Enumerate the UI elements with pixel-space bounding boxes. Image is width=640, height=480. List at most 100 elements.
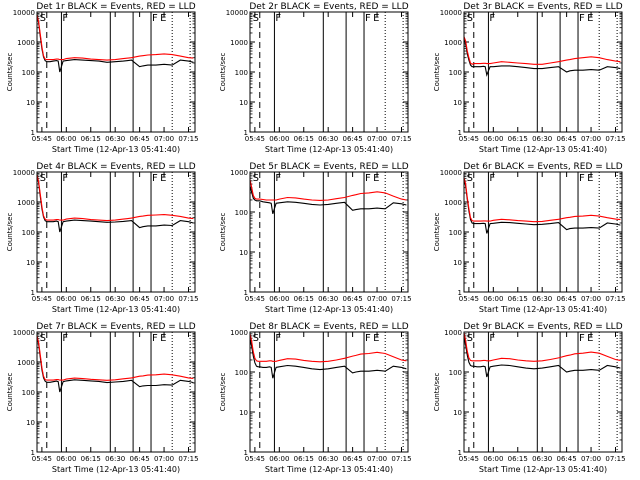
x-tick-label: 07:15 [178, 295, 198, 303]
x-tick-label: 06:45 [130, 295, 150, 303]
plot-frame [249, 171, 409, 293]
plot-frame [463, 11, 623, 133]
x-tick-label: 06:30 [105, 135, 125, 143]
marker-flag-label: E [160, 333, 166, 344]
marker-flag-label: E [160, 173, 166, 184]
marker-flag-label: E [373, 13, 379, 24]
x-axis-label: Start Time (12-Apr-13 05:41:40) [265, 465, 393, 474]
events-series-line [36, 174, 194, 233]
plot-frame [36, 171, 196, 293]
x-tick-label: 06:45 [343, 295, 363, 303]
y-tick-label: 10000 [440, 9, 462, 17]
x-tick-label: 05:45 [32, 135, 52, 143]
y-tick-label: 100 [235, 369, 248, 377]
x-tick-label: 06:30 [105, 295, 125, 303]
y-tick-label: 10 [26, 259, 35, 267]
x-tick-label: 06:45 [343, 455, 363, 463]
x-tick-label: 07:15 [178, 135, 198, 143]
y-tick-label: 100 [22, 229, 35, 237]
detector-panel: Det 7r BLACK = Events, RED = LLD Counts/s… [6, 322, 199, 474]
x-tick-label: 05:45 [32, 295, 52, 303]
panel-title: Det 8r BLACK = Events, RED = LLD [249, 322, 408, 332]
x-tick-label: 07:15 [178, 455, 198, 463]
y-tick-label: 1000 [444, 39, 462, 47]
y-axis-label: Counts/sec [433, 53, 441, 92]
events-series-line [249, 185, 407, 214]
marker-flag-label: S [40, 333, 46, 344]
x-tick-label: 06:15 [81, 455, 101, 463]
events-series-line [36, 336, 194, 393]
x-tick-label: 06:45 [557, 135, 577, 143]
marker-flag-label: S [253, 333, 259, 344]
y-tick-label: 10 [453, 99, 462, 107]
x-tick-label: 07:15 [391, 455, 411, 463]
y-tick-label: 1000 [17, 39, 35, 47]
x-tick-label: 06:30 [532, 455, 552, 463]
x-tick-label: 05:45 [245, 135, 265, 143]
y-tick-label: 1000 [17, 359, 35, 367]
x-tick-label: 07:15 [391, 135, 411, 143]
x-tick-label: 07:00 [581, 295, 601, 303]
y-tick-label: 1000 [230, 39, 248, 47]
marker-flag-label: F [489, 173, 495, 184]
y-tick-label: 100 [22, 389, 35, 397]
y-tick-label: 100 [449, 229, 462, 237]
x-axis-label: Start Time (12-Apr-13 05:41:40) [265, 305, 393, 314]
y-tick-label: 100 [449, 69, 462, 77]
x-axis-label: Start Time (12-Apr-13 05:41:40) [265, 145, 393, 154]
x-tick-label: 06:30 [105, 455, 125, 463]
y-tick-label: 1000 [444, 199, 462, 207]
lld-series-line [36, 14, 194, 61]
y-tick-label: 1 [458, 129, 462, 137]
y-axis-label: Counts/sec [219, 53, 227, 92]
events-series-line [463, 39, 621, 77]
x-tick-label: 05:45 [459, 295, 479, 303]
detector-panel: Det 6r BLACK = Events, RED = LLD Counts/s… [433, 162, 626, 314]
y-tick-label: 100 [22, 69, 35, 77]
y-tick-label: 10 [239, 249, 248, 257]
detector-panel: Det 8r BLACK = Events, RED = LLD Counts/s… [219, 322, 412, 474]
y-tick-label: 1 [244, 129, 248, 137]
x-tick-label: 06:30 [318, 135, 338, 143]
marker-flag-label: F [152, 333, 158, 344]
y-tick-label: 10 [239, 409, 248, 417]
detector-panel: Det 4r BLACK = Events, RED = LLD Counts/s… [6, 162, 199, 314]
y-tick-label: 1000 [444, 329, 462, 337]
y-axis-label: Counts/sec [6, 373, 14, 412]
x-axis-label: Start Time (12-Apr-13 05:41:40) [52, 465, 180, 474]
marker-flag-label: F [152, 173, 158, 184]
marker-flag-label: F [579, 173, 585, 184]
x-axis-label: Start Time (12-Apr-13 05:41:40) [52, 145, 180, 154]
y-tick-label: 10 [26, 99, 35, 107]
marker-flag-label: S [40, 13, 46, 24]
y-tick-label: 10000 [440, 169, 462, 177]
x-tick-label: 06:15 [508, 295, 528, 303]
marker-flag-label: F [62, 13, 68, 24]
marker-flag-label: S [253, 13, 259, 24]
marker-flag-label: E [373, 173, 379, 184]
y-axis-label: Counts/sec [219, 373, 227, 412]
x-tick-label: 06:15 [508, 455, 528, 463]
detector-panel: Det 5r BLACK = Events, RED = LLD Counts/s… [219, 162, 412, 314]
x-axis-label: Start Time (12-Apr-13 05:41:40) [479, 305, 607, 314]
x-tick-label: 07:00 [154, 295, 174, 303]
marker-flag-label: F [489, 13, 495, 24]
x-tick-label: 06:30 [318, 295, 338, 303]
x-axis-label: Start Time (12-Apr-13 05:41:40) [479, 145, 607, 154]
x-tick-label: 06:30 [318, 455, 338, 463]
marker-flag-label: E [587, 13, 593, 24]
panel-title: Det 3r BLACK = Events, RED = LLD [463, 2, 622, 12]
detector-panel: Det 3r BLACK = Events, RED = LLD Counts/s… [433, 2, 626, 154]
y-tick-label: 1 [31, 449, 35, 457]
x-tick-label: 07:00 [367, 135, 387, 143]
y-axis-label: Counts/sec [433, 213, 441, 252]
x-tick-label: 06:30 [532, 295, 552, 303]
x-tick-label: 06:00 [269, 295, 289, 303]
x-tick-label: 05:45 [32, 455, 52, 463]
lld-series-line [249, 333, 407, 363]
x-tick-label: 06:15 [294, 135, 314, 143]
x-tick-label: 06:00 [56, 295, 76, 303]
x-tick-label: 07:15 [605, 455, 625, 463]
plot-frame [36, 11, 196, 133]
plot-frame [249, 331, 409, 453]
